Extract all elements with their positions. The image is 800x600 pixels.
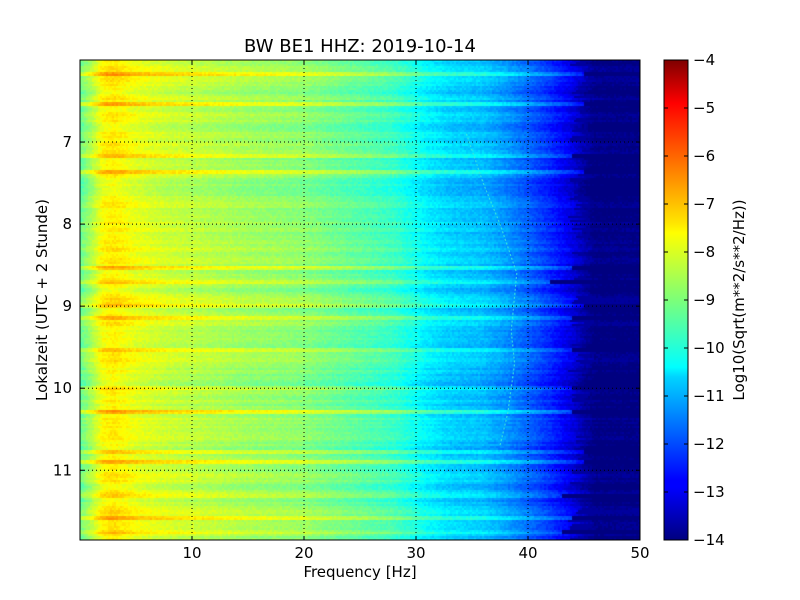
colorbar: −4 −5 −6 −7 −8 −9 −10 −11 −12 −13 −14 Log10(Sqrt(m… <box>663 51 748 549</box>
chart-title: BW BE1 HHZ: 2019-10-14 <box>244 36 476 57</box>
colorbar-tick-label: −12 <box>693 435 725 453</box>
y-tick-label: 8 <box>62 215 72 233</box>
y-axis-label: Lokalzeit (UTC + 2 Stunde) <box>33 199 51 401</box>
colorbar-tick-label: −6 <box>693 147 715 165</box>
drifting-spectral-line <box>465 133 518 446</box>
colorbar-tick-label: −5 <box>693 99 715 117</box>
colorbar-tick-label: −7 <box>693 195 715 213</box>
colorbar-tick-label: −11 <box>693 387 725 405</box>
colorbar-tick-label: −9 <box>693 291 715 309</box>
plot-frame <box>79 59 641 541</box>
spectrogram-heatmap <box>80 60 640 540</box>
plot-area <box>79 59 641 541</box>
y-tick-label: 9 <box>62 297 72 315</box>
x-tick-label: 20 <box>294 544 313 562</box>
x-axis-ticks: 10 20 30 40 50 <box>182 60 650 562</box>
y-tick-label: 7 <box>62 133 72 151</box>
x-tick-label: 40 <box>518 544 537 562</box>
y-tick-label: 10 <box>53 379 72 397</box>
x-tick-label: 10 <box>182 544 201 562</box>
colorbar-label: Log10(Sqrt(m**2/s**2/Hz)) <box>730 199 748 400</box>
colorbar-tick-label: −8 <box>693 243 715 261</box>
y-axis-ticks: 7 8 9 10 11 <box>53 133 640 479</box>
x-axis-label: Frequency [Hz] <box>303 563 416 581</box>
colorbar-tick-label: −4 <box>693 51 715 69</box>
y-tick-label: 11 <box>53 461 72 479</box>
grid-lines <box>80 60 640 540</box>
colorbar-tick-label: −10 <box>693 339 725 357</box>
colorbar-tick-label: −13 <box>693 483 725 501</box>
x-tick-label: 30 <box>406 544 425 562</box>
x-tick-label: 50 <box>630 544 649 562</box>
colorbar-ticks: −4 −5 −6 −7 −8 −9 −10 −11 −12 −13 −14 <box>664 51 725 549</box>
colorbar-tick-label: −14 <box>693 531 725 549</box>
drift-line-path <box>465 133 518 446</box>
